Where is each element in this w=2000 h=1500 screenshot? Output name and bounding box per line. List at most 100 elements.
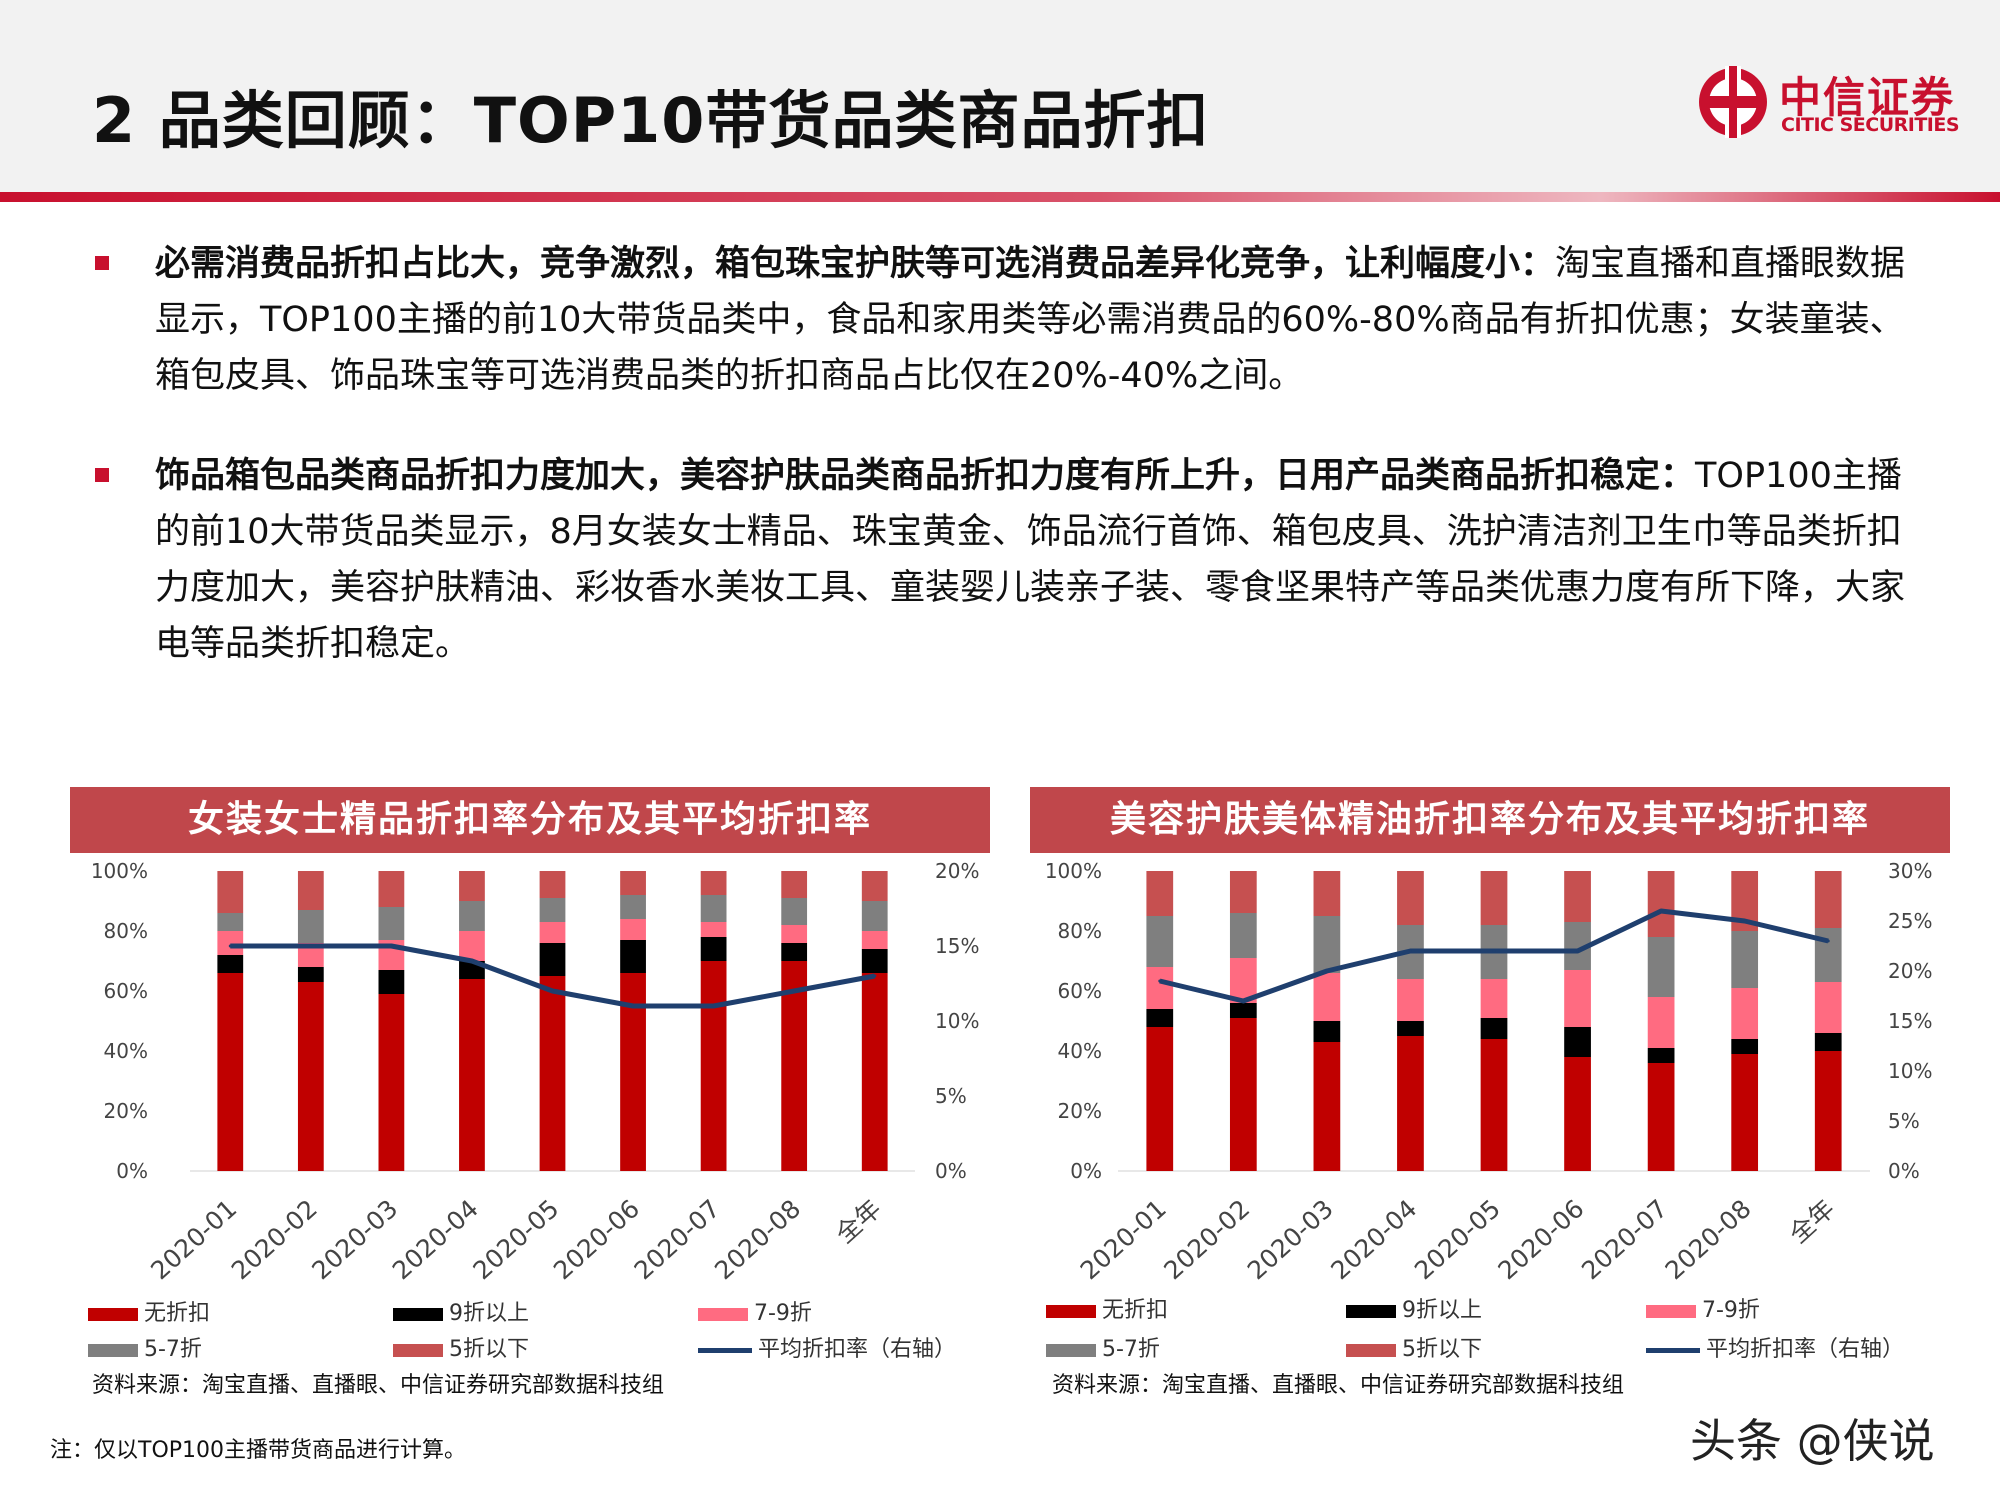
right-axis-tick-label: 5% (935, 1084, 967, 1108)
bar-7-9 (1564, 970, 1591, 1027)
bar-7-9 (1480, 979, 1508, 1018)
bar-no-discount (700, 961, 727, 1171)
bar-5-7 (297, 910, 324, 943)
bar-7-9 (781, 925, 808, 943)
bar-5-7 (861, 901, 888, 931)
bullet-square-icon (95, 256, 109, 270)
bar-no-discount (1647, 1063, 1675, 1171)
footnote: 注：仅以TOP100主播带货商品进行计算。 (50, 1438, 467, 1463)
average-discount-point (228, 944, 232, 948)
right-axis-tick-label: 0% (935, 1159, 967, 1183)
watermark: 头条 @侠说 (1690, 1414, 1935, 1468)
page-title: 2 品类回顾：TOP10带货品类商品折扣 (92, 84, 1210, 157)
left-axis-tick-label: 40% (104, 1039, 148, 1063)
legend-7-9: 7-9折 (698, 1295, 812, 1327)
bar-no-discount (781, 961, 808, 1171)
left-axis-tick-label: 0% (1070, 1159, 1102, 1183)
left-axis-tick-label: 60% (104, 979, 148, 1003)
bar-7-9 (1313, 973, 1341, 1021)
bar-5-7 (700, 895, 727, 922)
right-axis-tick-label: 25% (1888, 909, 1932, 933)
average-discount-point (1659, 909, 1663, 913)
bar-below-5 (1564, 871, 1591, 922)
legend-swatch (1046, 1343, 1096, 1357)
chart-source: 资料来源：淘宝直播、直播眼、中信证券研究部数据科技组 (1052, 1373, 1625, 1398)
bar-no-discount (1397, 1036, 1424, 1171)
x-axis-tick-label: 2020-07 (1576, 1194, 1673, 1285)
x-axis-tick-label: 2020-01 (1075, 1194, 1172, 1285)
bar-5-7 (781, 898, 808, 925)
bar-above-9 (1229, 1003, 1257, 1018)
bar-below-5 (1480, 871, 1508, 925)
bar-above-9 (1564, 1027, 1591, 1057)
bar-7-9 (539, 922, 566, 943)
average-discount-point (551, 989, 554, 993)
bar-7-9 (620, 919, 646, 940)
bar-7-9 (459, 931, 485, 961)
legend-above-9: 9折以上 (393, 1295, 529, 1327)
chart-title: 女装女士精品折扣率分布及其平均折扣率 (70, 787, 990, 853)
bar-no-discount (861, 973, 888, 1171)
legend-swatch (88, 1343, 138, 1357)
bar-above-9 (781, 943, 808, 961)
x-axis-tick-label: 2020-06 (1493, 1194, 1590, 1285)
average-discount-point (389, 944, 393, 948)
legend-swatch (1046, 1304, 1096, 1318)
left-axis-tick-label: 20% (1058, 1099, 1102, 1123)
x-axis-tick-label: 2020-05 (467, 1194, 564, 1285)
bar-above-9 (1146, 1009, 1174, 1027)
x-axis-tick-label: 2020-06 (548, 1194, 645, 1285)
x-axis-tick-label: 2020-08 (1660, 1194, 1757, 1285)
average-discount-point (309, 944, 313, 948)
legend-below-5: 5折以下 (393, 1331, 529, 1363)
bar-above-9 (700, 937, 727, 961)
legend-avg-line: 平均折扣率（右轴） (698, 1331, 956, 1363)
legend-swatch (1346, 1304, 1396, 1318)
bar-no-discount (1229, 1018, 1257, 1171)
bar-below-5 (1647, 871, 1675, 937)
bar-7-9 (700, 922, 727, 937)
bar-below-5 (459, 871, 485, 901)
bar-5-7 (620, 895, 646, 919)
header-divider (0, 192, 2000, 202)
bar-5-7 (1814, 928, 1842, 982)
bar-below-5 (1814, 871, 1842, 928)
average-discount-point (1743, 919, 1747, 923)
citic-logo-icon (1699, 66, 1767, 138)
bar-5-7 (217, 913, 244, 931)
bar-below-5 (378, 871, 405, 907)
bar-below-5 (1146, 871, 1174, 916)
bar-no-discount (378, 994, 405, 1171)
average-discount-point (1408, 949, 1412, 953)
bar-above-9 (1814, 1033, 1842, 1051)
bar-above-9 (217, 955, 244, 973)
header-band: 2 品类回顾：TOP10带货品类商品折扣 中信证券 CITIC SECURITI… (0, 0, 2000, 192)
bar-above-9 (1313, 1021, 1341, 1042)
bar-above-9 (1731, 1039, 1759, 1054)
bullet-2: 饰品箱包品类商品折扣力度加大，美容护肤品类商品折扣力度有所上升，日用产品类商品折… (95, 448, 1925, 672)
x-axis-tick-label: 2020-08 (709, 1194, 806, 1285)
average-discount-point (470, 959, 474, 963)
legend-7-9: 7-9折 (1646, 1292, 1760, 1324)
bar-above-9 (378, 970, 405, 994)
left-axis-tick-label: 20% (104, 1099, 148, 1123)
bar-above-9 (620, 940, 646, 973)
bullet-1-text: 淘宝直播和直播眼数据显示，TOP100主播的前10大带货品类中，食品和家用类等必… (155, 244, 1906, 396)
average-discount-point (1826, 939, 1830, 943)
x-axis-tick-label: 2020-04 (1325, 1194, 1422, 1285)
bar-5-7 (1313, 916, 1341, 973)
legend-swatch (1346, 1343, 1396, 1357)
x-axis-tick-label: 2020-03 (1242, 1194, 1339, 1285)
bar-below-5 (539, 871, 566, 898)
bullet-2-heading: 饰品箱包品类商品折扣力度加大，美容护肤品类商品折扣力度有所上升，日用产品类商品折… (155, 456, 1696, 496)
logo-text-cn: 中信证券 (1779, 73, 1956, 122)
average-discount-point (1325, 969, 1329, 973)
bar-above-9 (1480, 1018, 1508, 1039)
chart-skincare: 0% 20% 40% 60% 80% 100% 0% 5% 10% 15% 20% 25% 30% 202… (1045, 859, 1933, 1285)
bar-below-5 (781, 871, 808, 898)
bar-no-discount (1146, 1027, 1174, 1171)
bullet-1-heading: 必需消费品折扣占比大，竞争激烈，箱包珠宝护肤等可选消费品差异化竞争，让利幅度小： (155, 244, 1556, 284)
average-discount-point (1158, 979, 1162, 983)
bar-above-9 (297, 967, 324, 982)
right-axis-tick-label: 10% (935, 1009, 979, 1033)
